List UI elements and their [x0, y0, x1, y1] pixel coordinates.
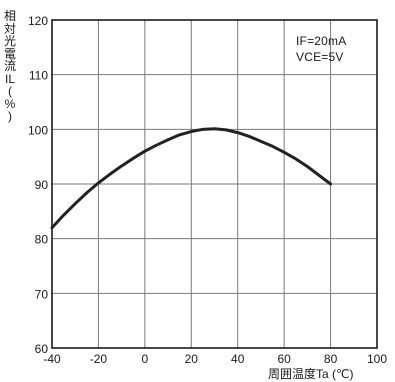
x-tick-label: -40 [43, 352, 61, 366]
x-tick-label: 0 [142, 352, 149, 366]
y-tick-label: 120 [28, 14, 48, 28]
y-axis-label-char: 流 [3, 59, 16, 73]
y-axis-label-char: ( [8, 84, 12, 98]
x-tick-labels: -40 -20 0 20 40 60 80 100 [43, 352, 387, 366]
y-axis-label-char: 対 [3, 21, 16, 36]
annotation-collector-voltage: VCE=5V [296, 50, 344, 64]
y-axis-label-char: IL [4, 71, 15, 86]
y-tick-label: 100 [28, 123, 48, 137]
x-axis-title: 周囲温度Ta (℃) [268, 367, 354, 381]
y-axis-label-char: % [4, 96, 16, 111]
x-tick-label: 40 [231, 352, 245, 366]
series-line [50, 127, 333, 230]
y-tick-label: 60 [35, 342, 49, 356]
y-axis-label: 相 対 光 電 流 IL ( % ) [3, 10, 17, 123]
y-axis-label-char: 光 [3, 34, 16, 48]
x-tick-label: -20 [90, 352, 108, 366]
annotation-forward-current: IF=20mA [296, 34, 347, 48]
plot-frame [51, 19, 378, 349]
y-tick-label: 90 [35, 178, 49, 192]
y-tick-label: 110 [29, 69, 48, 83]
y-tick-labels: 60 70 80 90 100 110 120 [28, 14, 48, 356]
y-tick-label: 70 [35, 287, 49, 301]
y-axis-label-char: 電 [3, 46, 16, 61]
series-layer [50, 127, 333, 230]
x-tick-label: 80 [324, 352, 338, 366]
x-tick-label: 100 [367, 352, 387, 366]
y-axis-label-char: 相 [3, 9, 16, 23]
x-tick-label: 20 [185, 352, 199, 366]
y-axis-label-char: ) [8, 109, 12, 123]
x-tick-label: 60 [277, 352, 291, 366]
y-tick-label: 80 [35, 233, 49, 247]
